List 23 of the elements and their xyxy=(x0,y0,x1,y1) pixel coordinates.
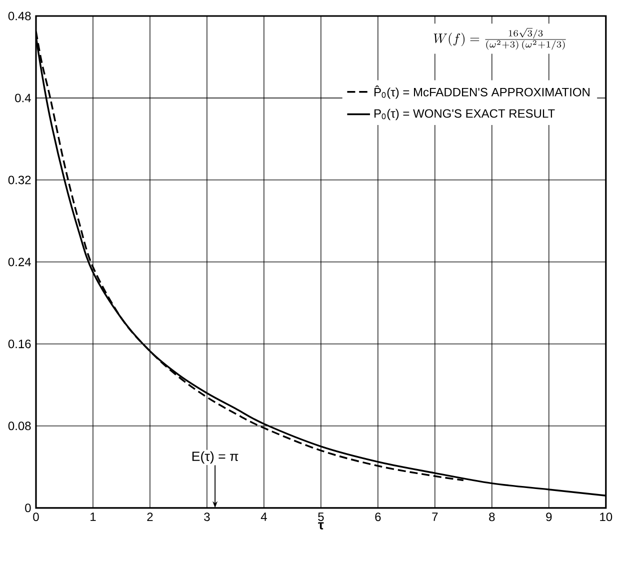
x-tick-label: 2 xyxy=(147,512,153,522)
x-tick-label: 9 xyxy=(546,512,552,522)
legend-label: P̂$_{0}$(τ) = McFADDEN'S APPROXIMATION xyxy=(374,86,590,99)
annotation: E(τ) = π xyxy=(192,451,238,464)
x-tick-label: 3 xyxy=(204,512,210,522)
x-axis-title: τ xyxy=(318,522,324,530)
y-tick-label: 0.08 xyxy=(8,422,31,430)
y-tick-label: 0 xyxy=(25,504,31,512)
x-tick-label: 10 xyxy=(600,512,612,522)
y-tick-label: 0.16 xyxy=(8,340,31,348)
y-tick-label: 0.48 xyxy=(8,12,31,20)
x-tick-label: 6 xyxy=(375,512,381,522)
y-tick-label: 0.32 xyxy=(8,176,31,184)
x-tick-label: 5 xyxy=(318,512,324,522)
y-tick-label: 0.24 xyxy=(8,258,31,266)
x-tick-label: 8 xyxy=(489,512,495,522)
y-tick-label: 0.4 xyxy=(15,94,31,102)
x-tick-label: 1 xyxy=(90,512,96,521)
legend-label: P$_{0}$(τ) = WONG'S EXACT RESULT xyxy=(374,108,555,120)
x-tick-label: 7 xyxy=(432,512,438,521)
x-tick-label: 4 xyxy=(260,512,267,521)
x-tick-label: 0 xyxy=(33,512,39,522)
annotation: $W(f)=\frac{16\sqrt{3}/3}{(\omega^{2}+3)\,(\omega^{2}+1/3)}$ xyxy=(434,28,566,50)
